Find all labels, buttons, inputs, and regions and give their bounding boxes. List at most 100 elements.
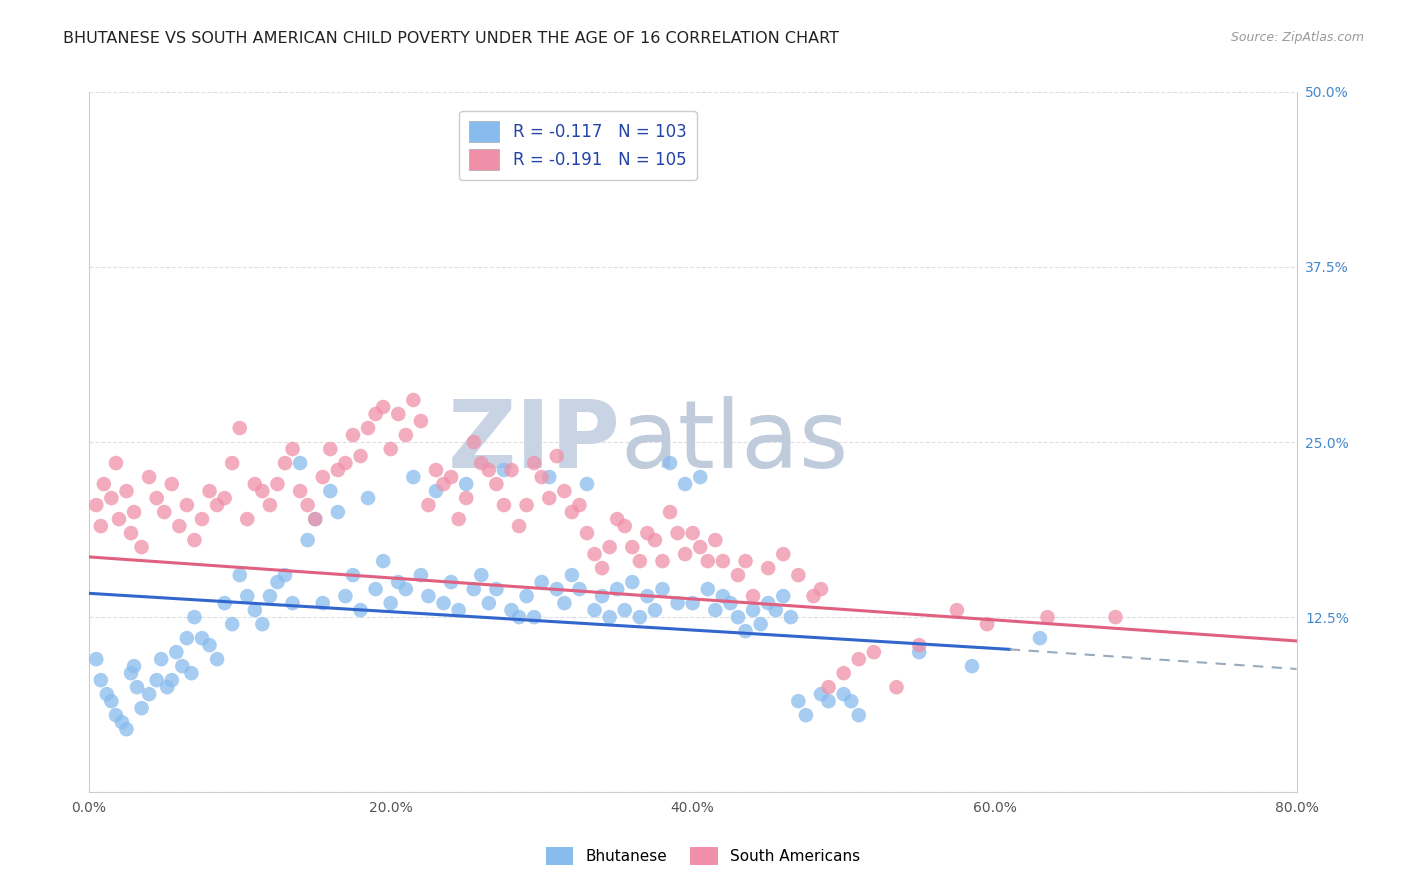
Point [478,596,501,610]
Point [976,617,998,632]
Text: BHUTANESE VS SOUTH AMERICAN CHILD POVERTY UNDER THE AGE OF 16 CORRELATION CHART: BHUTANESE VS SOUTH AMERICAN CHILD POVERT… [63,31,839,46]
Point [501,603,523,617]
Point [266,575,288,590]
Text: Source: ZipAtlas.com: Source: ZipAtlas.com [1230,31,1364,45]
Point [756,561,779,575]
Point [387,407,409,421]
Point [756,596,779,610]
Text: ZIP: ZIP [447,396,620,488]
Point [357,491,380,505]
Point [335,589,357,603]
Point [281,442,304,456]
Point [236,512,259,526]
Point [138,470,160,484]
Point [508,519,530,533]
Point [380,596,402,610]
Point [682,596,704,610]
Point [229,421,252,435]
Point [568,498,591,512]
Point [373,400,395,414]
Point [682,526,704,541]
Point [606,512,628,526]
Point [266,477,288,491]
Point [183,533,205,547]
Point [108,512,131,526]
Point [848,708,870,723]
Point [478,463,501,477]
Point [312,596,335,610]
Point [312,470,335,484]
Point [349,449,371,463]
Point [583,547,606,561]
Point [832,687,855,701]
Point [288,456,311,470]
Point [591,561,613,575]
Point [243,603,266,617]
Point [704,603,727,617]
Point [145,673,167,688]
Point [749,617,772,632]
Point [553,596,575,610]
Legend: Bhutanese, South Americans: Bhutanese, South Americans [540,841,866,871]
Point [810,687,832,701]
Point [711,589,734,603]
Point [704,533,727,547]
Point [553,484,575,499]
Point [172,659,194,673]
Point [803,589,825,603]
Point [221,617,243,632]
Point [198,484,221,499]
Point [297,533,319,547]
Point [689,470,711,484]
Point [342,568,364,582]
Point [839,694,862,708]
Point [546,582,568,596]
Point [342,428,364,442]
Point [575,526,598,541]
Text: atlas: atlas [620,396,848,488]
Point [335,456,357,470]
Point [644,533,666,547]
Point [583,603,606,617]
Point [628,610,651,624]
Point [538,491,561,505]
Point [613,519,636,533]
Point [523,610,546,624]
Point [765,603,787,617]
Point [960,659,983,673]
Point [886,680,908,694]
Point [742,589,765,603]
Point [863,645,886,659]
Point [252,484,274,499]
Point [100,491,122,505]
Point [651,554,673,568]
Point [191,512,214,526]
Point [621,540,644,554]
Point [205,652,228,666]
Point [319,442,342,456]
Point [402,392,425,407]
Point [281,596,304,610]
Point [516,589,538,603]
Point [125,680,148,694]
Point [418,589,440,603]
Point [90,673,112,688]
Point [673,547,696,561]
Point [470,456,492,470]
Point [779,610,801,624]
Point [734,554,756,568]
Point [214,491,236,505]
Point [221,456,243,470]
Point [402,470,425,484]
Point [908,638,931,652]
Point [644,603,666,617]
Point [131,701,153,715]
Point [463,435,485,450]
Point [160,477,183,491]
Point [456,491,478,505]
Point [176,631,198,645]
Point [90,519,112,533]
Point [364,407,387,421]
Point [387,575,409,590]
Point [848,652,870,666]
